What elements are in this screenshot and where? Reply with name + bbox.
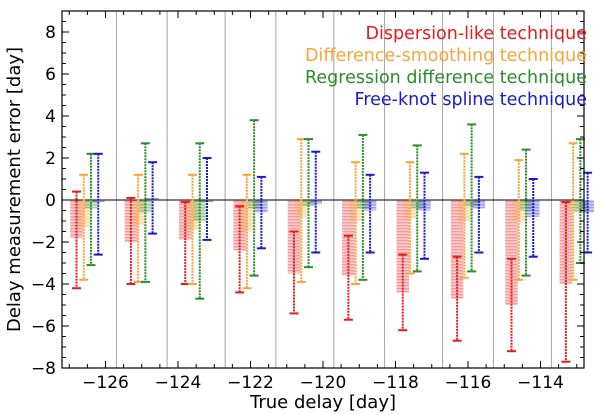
error-bar-s3-1 (148, 161, 158, 235)
error-bar-s3-4 (311, 150, 321, 254)
bar-s0-4 (287, 200, 301, 274)
error-bar-s0-3 (235, 205, 245, 294)
error-bar-s1-5 (351, 161, 361, 285)
bar-s3-4 (309, 200, 322, 205)
bar-s3-0 (92, 200, 105, 203)
legend-entry-difference-smoothing: Difference-smoothing technique (305, 46, 587, 66)
error-bar-s0-0 (72, 190, 81, 290)
error-bar-s3-5 (365, 173, 375, 254)
error-bar-s2-6 (412, 144, 422, 273)
y-tick-label-8: 8 (45, 23, 56, 43)
axis-ticks (62, 10, 584, 369)
error-bar-s1-2 (188, 173, 197, 285)
group-separators (115, 11, 552, 368)
legend-entry-regression-difference: Regression difference technique (305, 68, 587, 88)
error-bar-s0-5 (343, 234, 353, 321)
bars (70, 197, 594, 305)
y-tick-label-0: −8 (31, 359, 56, 379)
error-bar-s0-6 (398, 253, 408, 332)
bar-s3-6 (418, 200, 431, 211)
x-tick-label-2: −122 (227, 373, 274, 393)
error-bar-s3-6 (420, 171, 429, 260)
bar-s3-3 (255, 200, 268, 213)
bar-s0-8 (505, 200, 518, 305)
error-bar-s0-8 (507, 257, 516, 353)
y-tick-label-5: 2 (45, 149, 56, 169)
y-tick-label-2: −4 (31, 275, 56, 295)
error-bar-s2-5 (358, 133, 368, 281)
y-tick-labels: −8 −6 −4 −2 0 2 4 6 8 (31, 23, 56, 379)
error-bar-s3-7 (474, 175, 484, 254)
error-bar-s1-0 (79, 173, 89, 281)
error-bar-s2-2 (195, 142, 205, 300)
y-tick-label-4: 0 (45, 191, 56, 211)
error-bar-s0-1 (126, 196, 136, 285)
legend: Dispersion-like technique Difference-smo… (305, 24, 587, 110)
x-tick-label-3: −120 (300, 373, 347, 393)
error-bar-s2-4 (304, 138, 313, 269)
error-bar-s2-7 (467, 123, 477, 273)
error-bar-s1-9 (568, 142, 578, 281)
error-bar-s0-9 (561, 201, 571, 363)
bar-s3-8 (527, 200, 540, 217)
error-bar-s2-8 (521, 148, 531, 277)
x-tick-label-5: −116 (445, 373, 492, 393)
y-axis-label: Delay measurement error [day] (4, 47, 25, 332)
y-tick-label-1: −6 (31, 317, 56, 337)
bar-s0-6 (396, 200, 409, 293)
error-bar-s1-6 (405, 161, 415, 275)
y-tick-label-7: 6 (45, 65, 56, 85)
y-tick-label-3: −2 (31, 233, 56, 253)
error-bar-s1-7 (459, 152, 469, 279)
y-tick-label-6: 4 (45, 107, 56, 127)
x-axis-label: True delay [day] (249, 392, 396, 413)
x-tick-label-6: −114 (517, 373, 564, 393)
error-bar-s1-8 (514, 159, 524, 281)
error-bar-s3-9 (583, 171, 593, 254)
error-bar-s2-1 (140, 142, 150, 283)
x-tick-label-1: −124 (155, 373, 202, 393)
error-bar-s3-0 (93, 152, 103, 256)
bar-s0-7 (450, 200, 464, 299)
x-tick-labels: −126 −124 −122 −120 −118 −116 −114 (82, 373, 564, 393)
legend-entry-dispersion: Dispersion-like technique (366, 24, 587, 44)
error-bar-s2-3 (249, 119, 259, 277)
error-bar-s0-7 (452, 255, 462, 342)
error-bar-s3-2 (202, 157, 212, 241)
error-bars (72, 119, 593, 363)
error-bar-s0-4 (289, 230, 299, 315)
bar-s2-0 (84, 200, 98, 209)
error-bar-s3-3 (256, 175, 266, 250)
error-bar-s3-8 (528, 178, 538, 258)
x-tick-label-4: −118 (372, 373, 419, 393)
legend-entry-free-knot-spline: Free-knot spline technique (355, 90, 587, 110)
x-tick-label-0: −126 (82, 373, 129, 393)
error-bar-s1-3 (242, 173, 252, 290)
